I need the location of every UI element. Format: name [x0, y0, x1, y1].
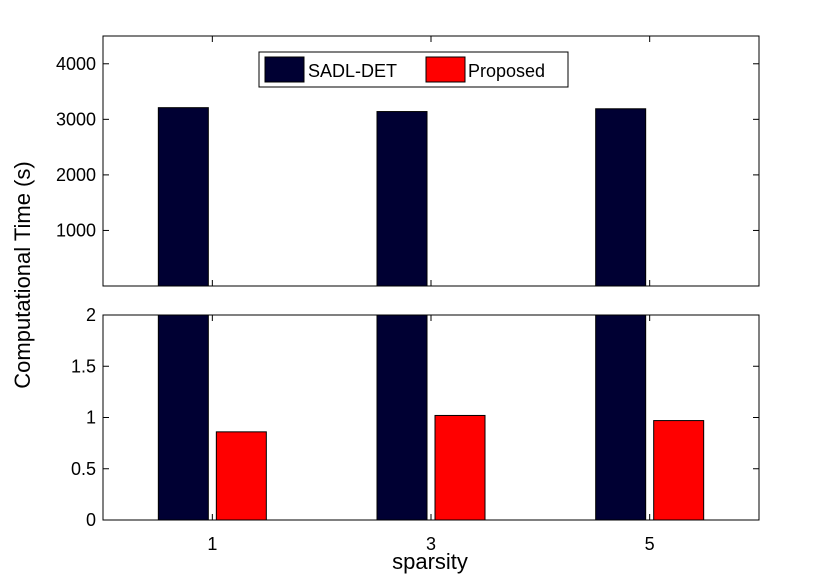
lower-ytick-label: 0.5	[71, 459, 96, 479]
legend-box	[258, 51, 569, 88]
xtick-label-5: 5	[645, 534, 655, 554]
upper-ytick-label: 2000	[56, 165, 96, 185]
upper-ytick-label: 4000	[56, 54, 96, 74]
bar-sadl-det-upper-1	[157, 107, 209, 287]
bar-sadl-det-upper-5	[595, 108, 647, 287]
bar-proposed-lower-1	[215, 431, 267, 521]
legend-swatch-sadl-det	[264, 56, 305, 83]
x-axis-label: sparsity	[392, 549, 468, 574]
lower-ytick-label: 0	[86, 510, 96, 530]
bar-sadl-det-upper-3	[376, 111, 428, 287]
legend-label-proposed: Proposed	[468, 61, 545, 81]
legend-label-sadl-det: SADL-DET	[308, 61, 397, 81]
lower-ytick-label: 1	[86, 408, 96, 428]
bar-proposed-lower-3	[434, 414, 486, 521]
bar-proposed-lower-5	[653, 420, 705, 521]
y-axis-label: Computational Time (s)	[10, 161, 35, 388]
lower-ytick-label: 1.5	[71, 356, 96, 376]
lower-panel: 0 0.5 1 1.5 2	[71, 305, 760, 530]
xtick-label-3: 3	[426, 534, 436, 554]
xtick-label-1: 1	[207, 534, 217, 554]
legend: SADL-DET Proposed	[258, 51, 569, 88]
lower-ytick-label: 2	[86, 305, 96, 325]
bar-sadl-det-lower-3	[376, 314, 428, 521]
legend-swatch-proposed	[425, 56, 466, 83]
bar-sadl-det-lower-5	[595, 314, 647, 521]
upper-ytick-label: 3000	[56, 109, 96, 129]
bar-sadl-det-lower-1	[157, 314, 209, 521]
upper-ytick-label: 1000	[56, 220, 96, 240]
